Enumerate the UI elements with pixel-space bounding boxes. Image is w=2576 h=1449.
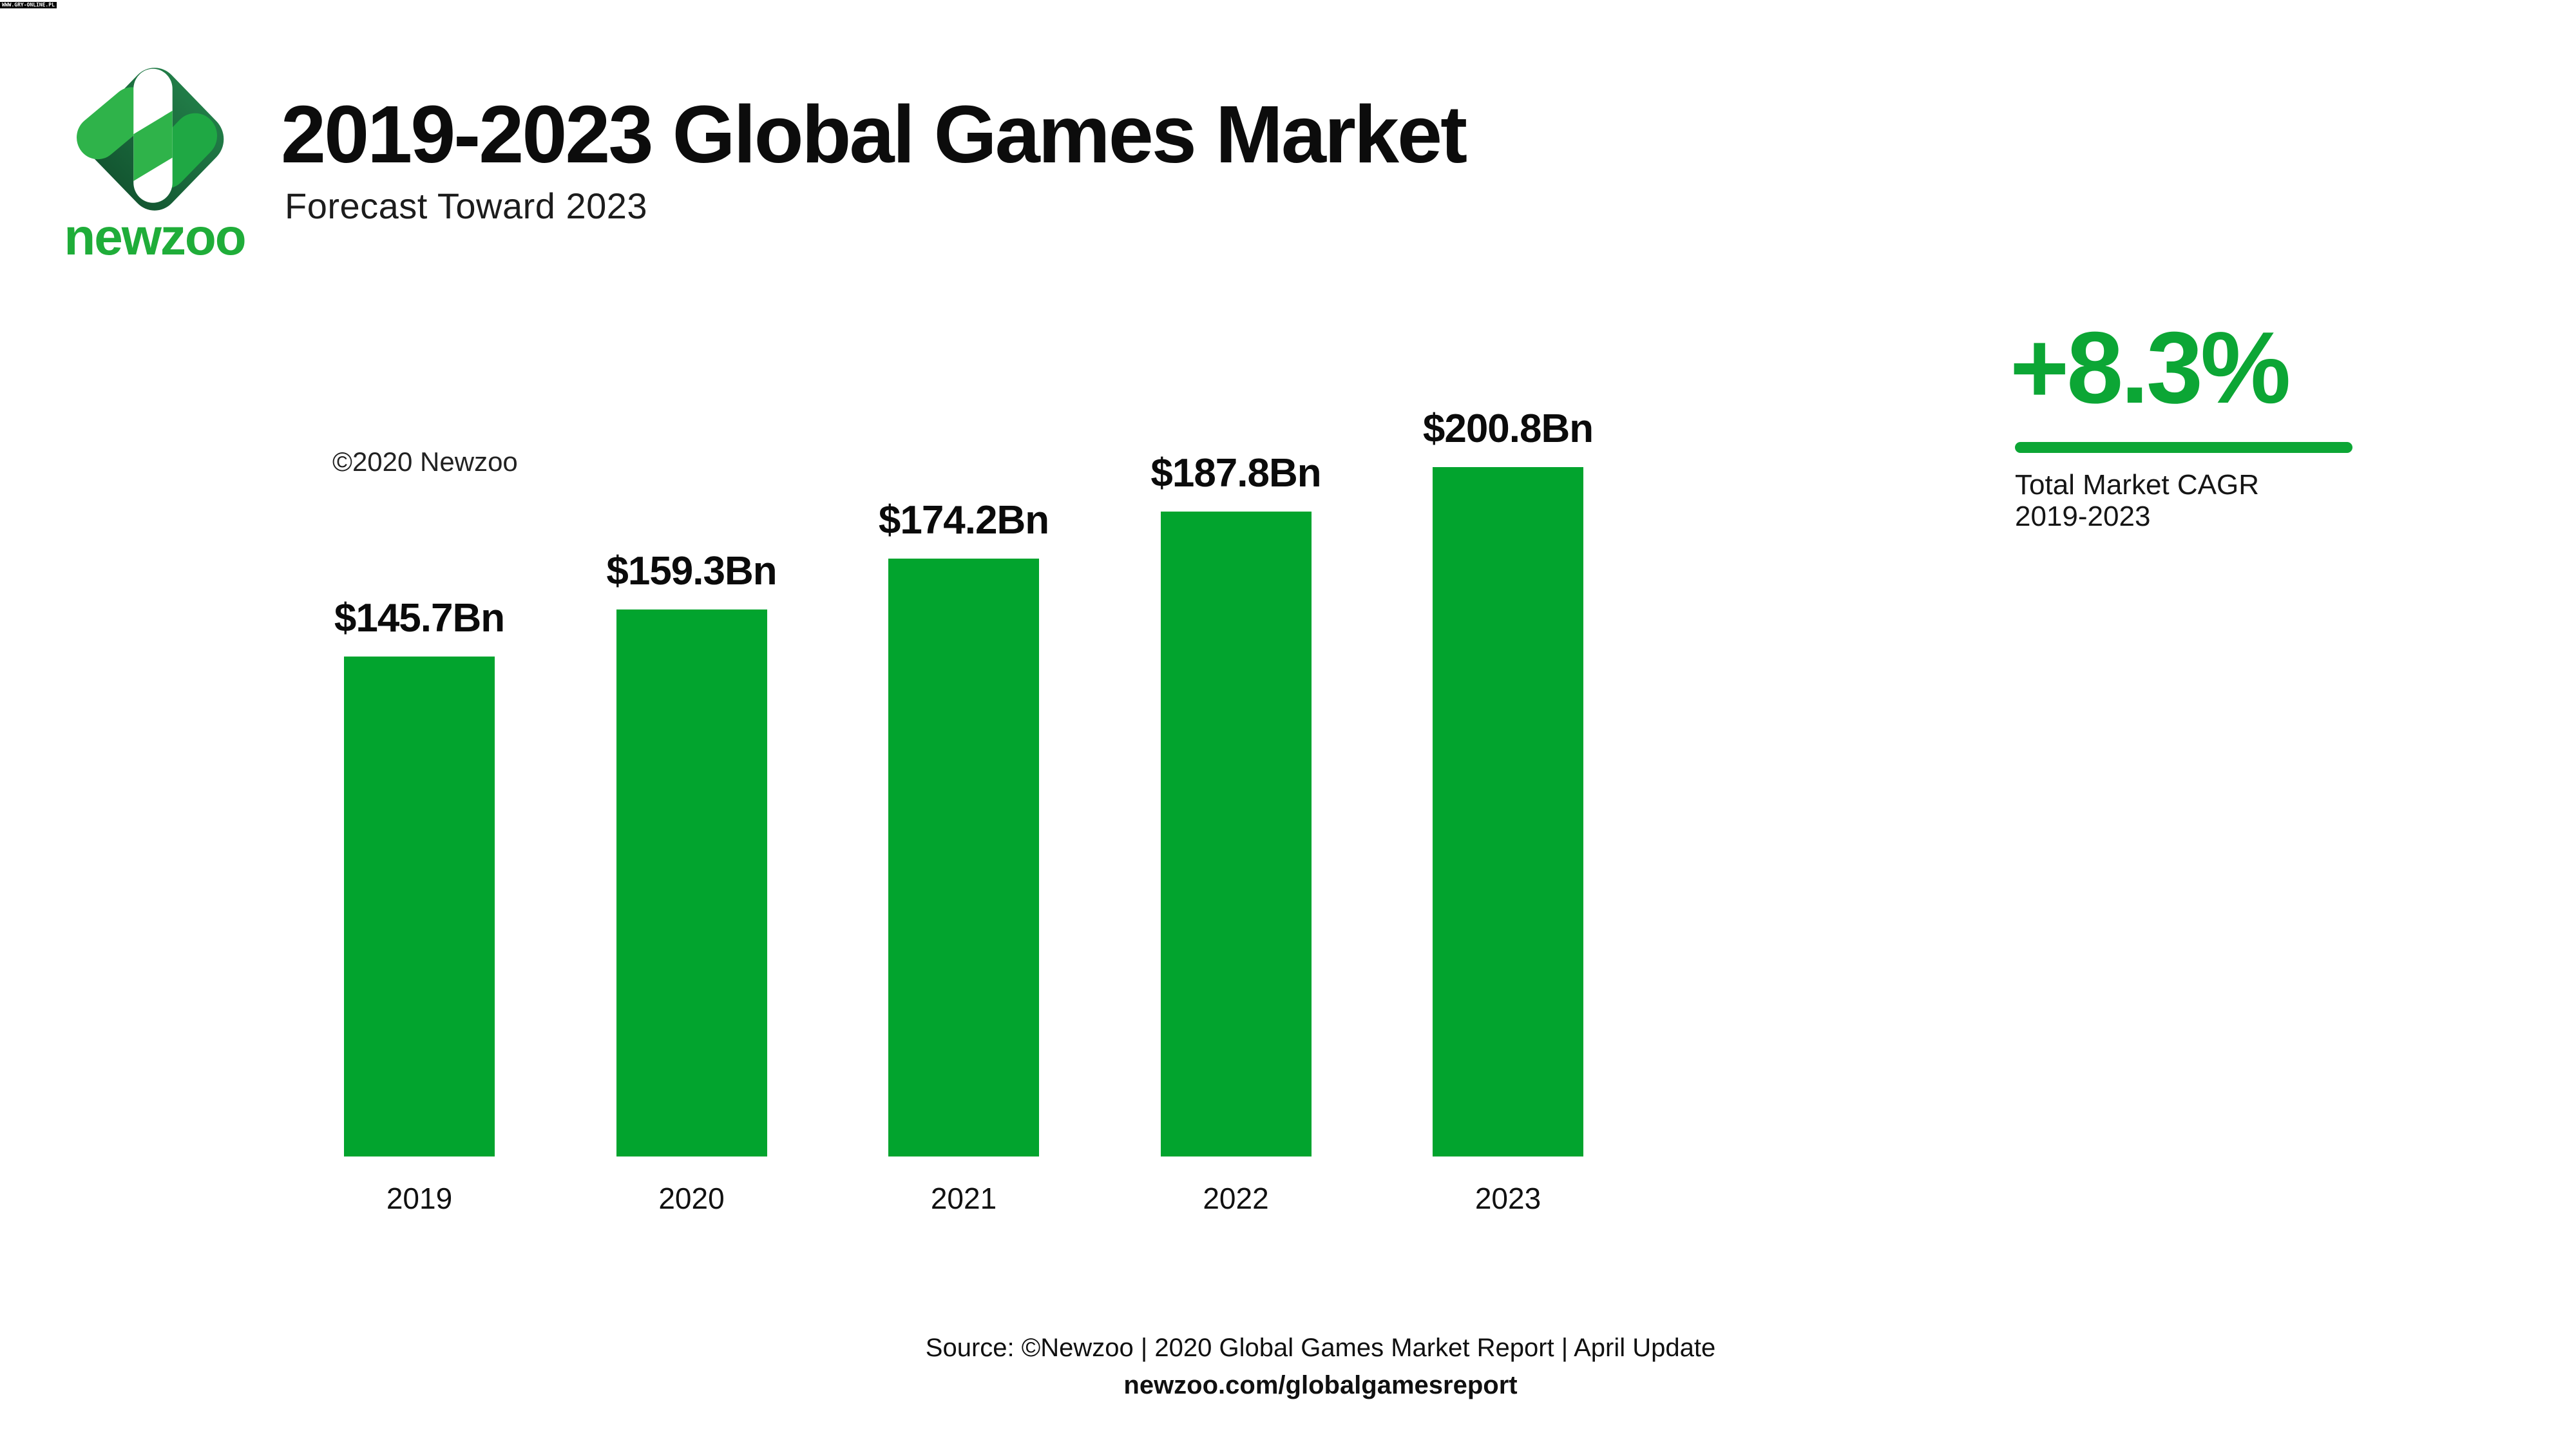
logo-capsule-left <box>77 87 153 160</box>
bar-group-2020: $159.3Bn 2020 <box>556 467 828 1214</box>
axis-label-2023: 2023 <box>1474 1182 1541 1215</box>
cagr-label-line1: Total Market CAGR <box>2015 469 2259 501</box>
bar-2022 <box>1160 512 1312 1156</box>
bar-2019 <box>344 657 495 1156</box>
bar-2023 <box>1433 467 1583 1156</box>
cagr-label-line2: 2019-2023 <box>2015 501 2151 532</box>
watermark-badge: WWW.GRY-ONLINE.PL <box>0 2 57 8</box>
axis-label-2022: 2022 <box>1203 1182 1269 1215</box>
cagr-value: +8.3% <box>2010 311 2291 425</box>
newzoo-wordmark: newzoo <box>64 208 246 265</box>
axis-label-2020: 2020 <box>658 1182 725 1215</box>
page-title: 2019-2023 Global Games Market <box>281 89 1467 180</box>
bar-group-2021: $174.2Bn 2021 <box>828 467 1100 1214</box>
bar-2021 <box>888 559 1039 1156</box>
bar-2020 <box>616 609 767 1156</box>
page-subtitle: Forecast Toward 2023 <box>285 186 648 226</box>
bar-chart: $145.7Bn 2019 $159.3Bn 2020 $174.2Bn 202… <box>0 409 1804 1214</box>
cagr-label: Total Market CAGR 2019-2023 <box>2015 469 2259 532</box>
chart-copyright: ©2020 Newzoo <box>332 446 518 477</box>
bar-value-label: $145.7Bn <box>334 596 505 640</box>
bar-value-label: $200.8Bn <box>1422 407 1594 451</box>
axis-label-2019: 2019 <box>386 1182 453 1215</box>
bar-value-label: $187.8Bn <box>1150 451 1321 495</box>
source-line: Source: ©Newzoo | 2020 Global Games Mark… <box>925 1334 1716 1362</box>
bar-group-2022: $187.8Bn 2022 <box>1100 454 1372 1214</box>
bar-group-2023: $200.8Bn 2023 <box>1372 409 1644 1214</box>
cagr-underline <box>2015 442 2352 453</box>
bar-group-2019: $145.7Bn 2019 <box>283 467 555 1214</box>
bar-value-label: $159.3Bn <box>606 549 777 593</box>
axis-label-2021: 2021 <box>930 1182 997 1215</box>
newzoo-logo-icon <box>77 68 224 211</box>
bar-value-label: $174.2Bn <box>878 498 1049 542</box>
source-url: newzoo.com/globalgamesreport <box>1123 1371 1518 1399</box>
